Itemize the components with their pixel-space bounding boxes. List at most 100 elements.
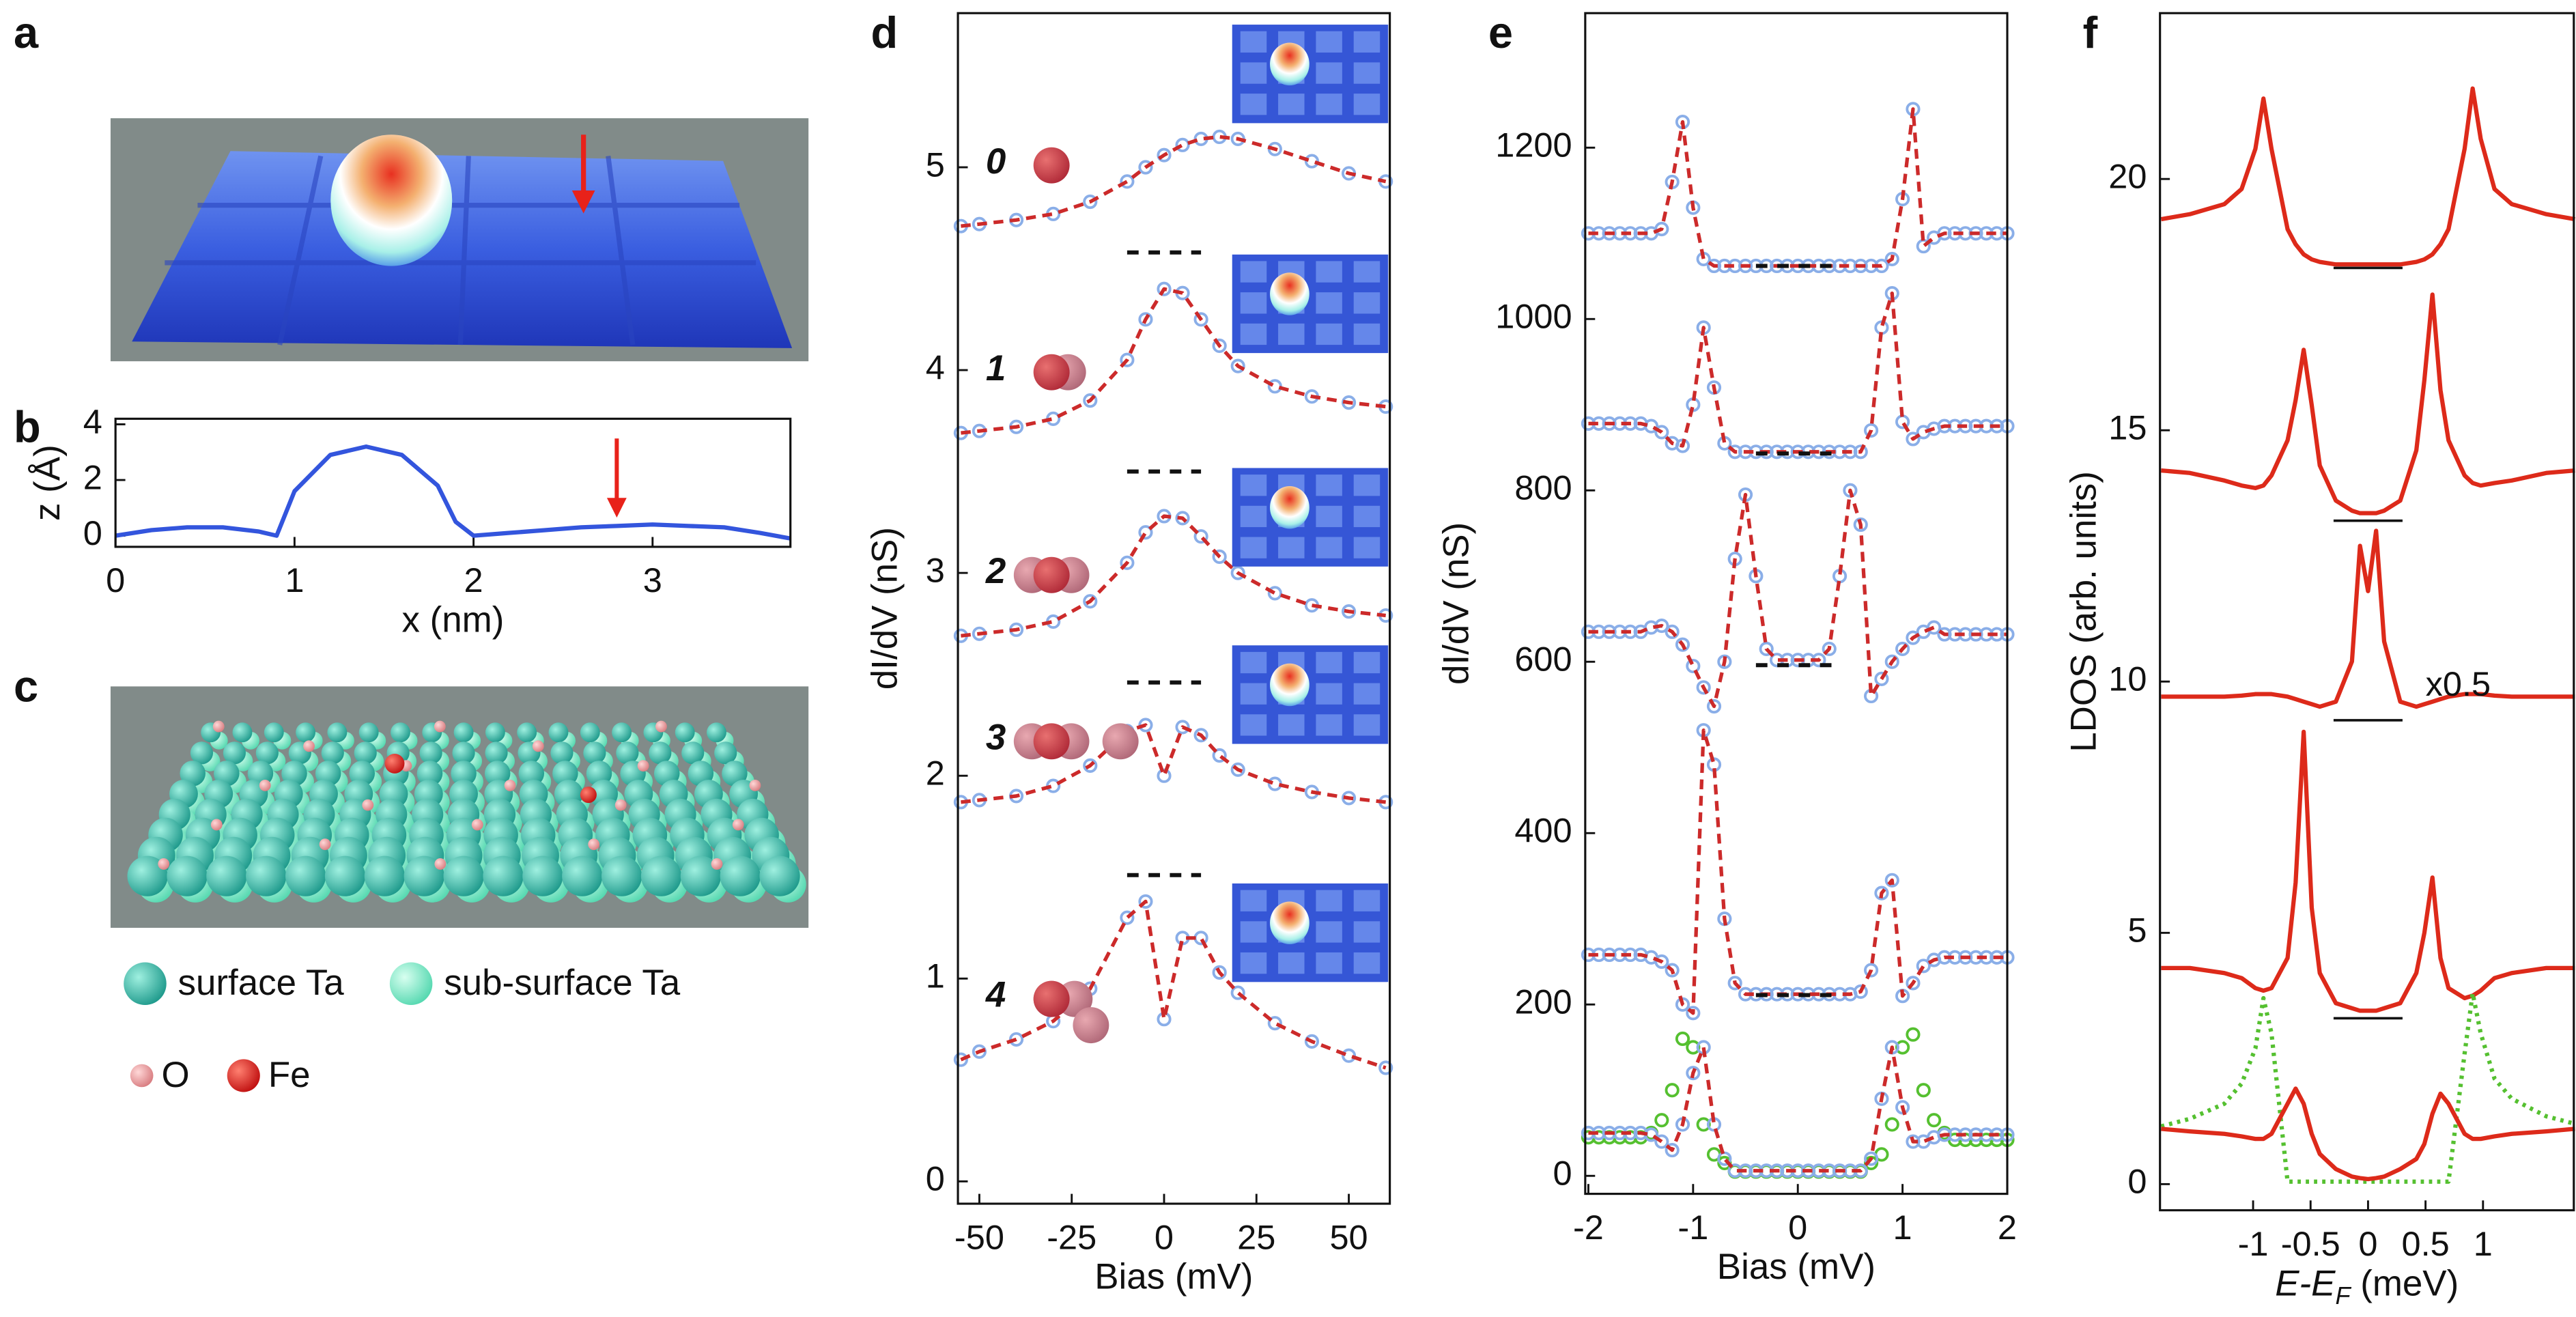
fit-line (1588, 107, 2007, 268)
x-tick-label: 0 (1788, 1208, 1807, 1247)
data-point (1832, 1163, 1848, 1178)
data-point (1602, 624, 1617, 639)
legend-label: surface Ta (178, 963, 345, 1003)
inset-cell (1353, 505, 1381, 528)
data-point (1696, 680, 1711, 695)
inset-cell (1353, 683, 1381, 705)
data-point (1927, 620, 1942, 635)
data-point (1212, 338, 1227, 354)
surface-grid (165, 155, 756, 345)
atom (614, 799, 627, 811)
data-point (1193, 728, 1208, 743)
fit-line (961, 514, 1386, 638)
data-point (953, 1052, 968, 1067)
inset-cell (1316, 475, 1342, 496)
legend-label: O (162, 1055, 190, 1095)
atom (324, 855, 366, 896)
data-line (2161, 1086, 2575, 1182)
x-tick-label: 2 (1998, 1208, 2017, 1247)
inset-cell (1240, 952, 1267, 974)
atom (588, 838, 600, 851)
data-point (1193, 529, 1208, 544)
inset-cell (1240, 505, 1267, 528)
data-point (972, 1044, 987, 1059)
data-point (1968, 627, 1983, 642)
data-point (1304, 154, 1320, 169)
atom (264, 722, 284, 743)
data-point (1853, 444, 1868, 459)
data-point (1853, 258, 1868, 274)
data-point (1341, 395, 1357, 410)
inset-cell (1240, 261, 1267, 283)
x-axis-label: Bias (mV) (1094, 1257, 1253, 1297)
data-point (1230, 762, 1245, 777)
atom (206, 855, 247, 896)
atom (384, 754, 405, 774)
y-tick-label: 3 (926, 550, 945, 589)
data-point (1230, 985, 1245, 1000)
data-point (1175, 720, 1190, 735)
inset-cell (1240, 537, 1267, 558)
data-point (1665, 963, 1680, 978)
atom (580, 787, 597, 804)
inset-cell (1353, 952, 1381, 974)
inset-cell (1353, 94, 1381, 115)
molecule-atom (1102, 723, 1139, 760)
data-point (1864, 423, 1879, 438)
data-point (1895, 1040, 1910, 1055)
atom (749, 779, 761, 791)
data-line (115, 444, 791, 541)
inset-cell (1353, 261, 1381, 283)
inset-cell (1240, 651, 1267, 674)
data-point (1267, 586, 1282, 601)
molecule-atom (1033, 723, 1070, 760)
data-point (1212, 965, 1227, 980)
data-line (2161, 292, 2575, 515)
data-point (1138, 894, 1153, 909)
inset-cell (1316, 651, 1342, 674)
data-point (1800, 1163, 1816, 1178)
data-point (1120, 352, 1135, 367)
legend-label: Fe (268, 1055, 311, 1095)
molecule-atom (1033, 556, 1070, 593)
data-point (1696, 1117, 1711, 1132)
atom (680, 855, 721, 896)
data-point (1686, 1066, 1701, 1081)
atom (759, 855, 800, 896)
data-point (1654, 221, 1669, 237)
x-axis-label: E-EF (meV) (2275, 1263, 2459, 1309)
atom (434, 858, 447, 870)
atom (443, 855, 484, 896)
panel-label: a (14, 8, 39, 57)
data-point (1665, 1083, 1680, 1098)
data-point (1906, 630, 1921, 645)
x-axis-label: Bias (mV) (1717, 1247, 1876, 1287)
panel-c: c surface Ta sub-surface Ta O Fe (14, 661, 809, 1095)
axes-frame (114, 417, 792, 548)
x-tick-label: 1 (2474, 1224, 2493, 1263)
y-tick-label: 0 (2127, 1162, 2147, 1201)
data-point (1212, 549, 1227, 564)
atom (583, 741, 606, 765)
data-point (1138, 312, 1153, 327)
arrow-head (571, 190, 595, 214)
data-point (1602, 1125, 1617, 1141)
atom (362, 799, 374, 811)
inset-cell (1316, 952, 1342, 974)
atom (364, 855, 405, 896)
atom (640, 855, 682, 896)
atom (190, 741, 214, 765)
atom (637, 760, 649, 772)
data-point (1341, 1048, 1357, 1063)
atom (285, 855, 326, 896)
inset-cell (1316, 683, 1342, 705)
y-tick-label: 5 (2127, 911, 2147, 950)
data-point (1686, 1040, 1701, 1055)
atom (327, 722, 348, 743)
inset-cell (1353, 31, 1381, 53)
inset-cell (1240, 890, 1267, 911)
atom (451, 761, 477, 787)
y-tick-label: 1 (926, 957, 945, 995)
y-axis-label: LDOS (arb. units) (2063, 471, 2104, 752)
